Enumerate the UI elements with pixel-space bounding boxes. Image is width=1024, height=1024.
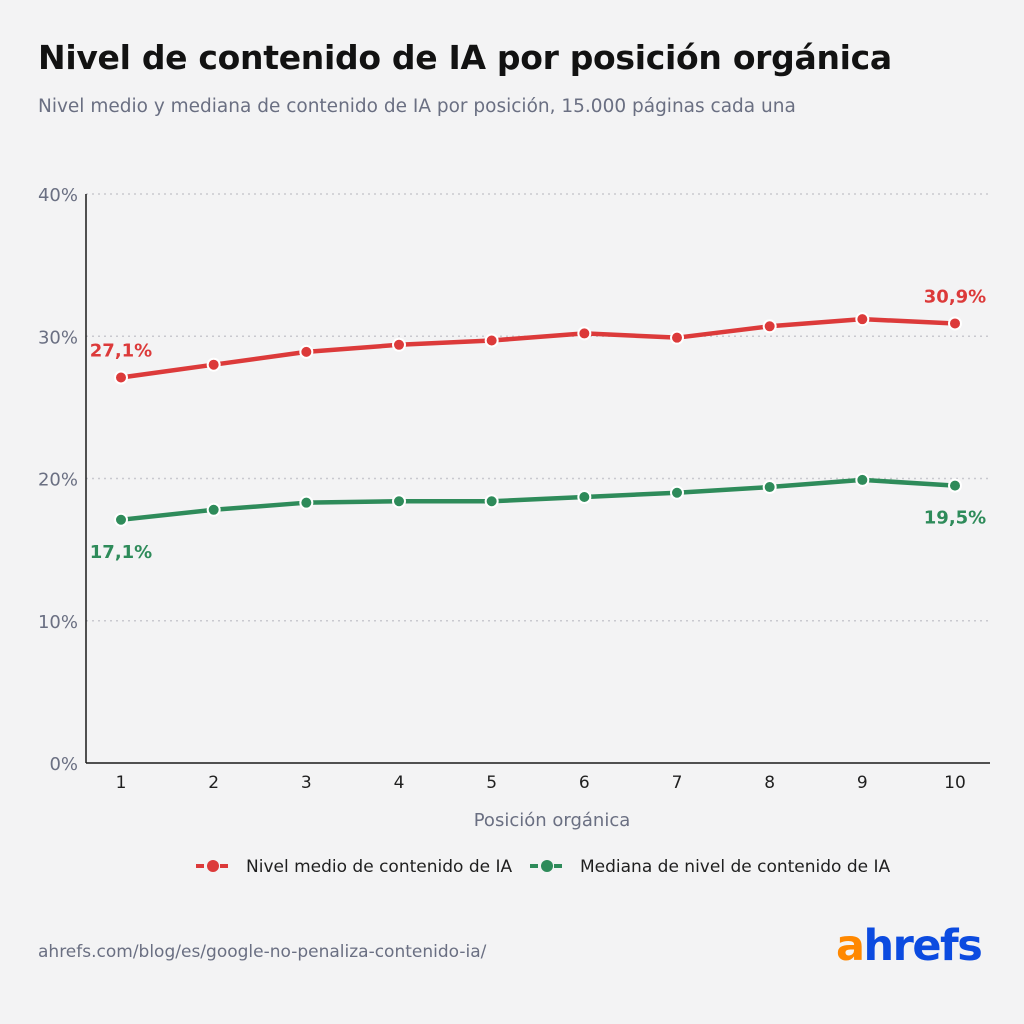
data-point-median (206, 502, 221, 517)
y-tick-label: 0% (49, 754, 78, 775)
y-tick-label: 40% (38, 185, 78, 206)
x-tick-label: 6 (579, 773, 590, 793)
data-point-mean (484, 333, 499, 348)
line-chart: 0% 10% 20% 30% 40% 1 2 3 4 5 6 7 8 9 10 Posición orgáni… (38, 185, 990, 877)
source-url: ahrefs.com/blog/es/google-no-penaliza-co… (38, 942, 487, 962)
y-tick-label: 10% (38, 612, 78, 633)
chart-title: Nivel de contenido de IA por posición or… (38, 38, 892, 77)
data-point-mean (670, 330, 684, 345)
series-lines (114, 312, 962, 527)
gridlines (86, 193, 990, 622)
series-line-median (118, 477, 958, 523)
legend-label: Nivel medio de contenido de IA (246, 857, 512, 877)
data-point-median (299, 495, 314, 510)
x-tick-label: 3 (301, 773, 312, 793)
x-tick-label: 9 (857, 773, 868, 793)
series-line-mean (118, 316, 958, 380)
data-point-median (762, 480, 777, 495)
data-label-median: 17,1% (90, 542, 152, 563)
data-label-mean: 27,1% (90, 341, 152, 362)
legend-swatch-marker (541, 860, 553, 872)
data-label-median: 19,5% (924, 508, 986, 529)
x-tick-label: 1 (116, 773, 127, 793)
data-point-mean (577, 326, 592, 341)
chart-subtitle: Nivel medio y mediana de contenido de IA… (38, 96, 796, 117)
data-point-median (670, 485, 684, 500)
x-tick-label: 7 (672, 773, 683, 793)
ahrefs-logo: ahrefs (836, 920, 983, 972)
data-point-median (114, 512, 128, 527)
data-point-mean (206, 357, 221, 372)
data-point-median (577, 489, 592, 504)
logo-letter-a: a (836, 921, 865, 971)
x-tick-label: 4 (394, 773, 405, 793)
data-point-mean (299, 344, 314, 359)
logo-letters: hrefs (863, 921, 983, 971)
x-tick-label: 5 (486, 773, 497, 793)
data-point-mean (855, 312, 870, 327)
data-point-median (855, 472, 870, 487)
y-tick-label: 30% (38, 327, 78, 348)
data-label-mean: 30,9% (924, 286, 986, 307)
x-axis-title: Posición orgánica (474, 810, 631, 831)
legend: Nivel medio de contenido de IA Mediana de… (196, 857, 891, 877)
data-point-median (948, 478, 962, 493)
y-tick-label: 20% (38, 470, 78, 491)
data-labels: 27,1% 30,9% 17,1% 19,5% (90, 286, 986, 562)
x-tick-label: 2 (208, 773, 219, 793)
x-tick-label: 8 (764, 773, 775, 793)
data-point-mean (762, 319, 777, 334)
legend-label: Mediana de nivel de contenido de IA (580, 857, 891, 877)
x-tick-label: 10 (944, 773, 966, 793)
data-point-median (392, 494, 406, 509)
data-point-median (484, 494, 499, 509)
axes: 0% 10% 20% 30% 40% 1 2 3 4 5 6 7 8 9 10 Posición orgáni… (38, 185, 990, 831)
data-point-mean (948, 316, 962, 331)
legend-swatch-marker (207, 860, 219, 872)
data-point-mean (392, 337, 406, 352)
data-point-mean (114, 370, 128, 385)
